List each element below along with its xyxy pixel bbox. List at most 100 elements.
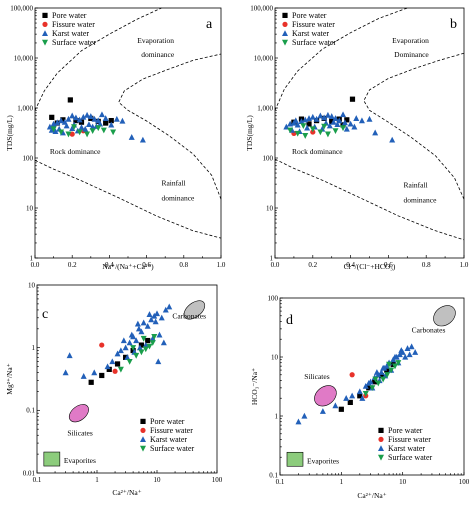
panel-letter-a: a bbox=[206, 17, 213, 32]
data-point bbox=[389, 136, 396, 143]
rainfall-label-line1: Rainfall bbox=[161, 179, 185, 188]
data-point bbox=[133, 337, 140, 344]
data-point bbox=[298, 118, 305, 124]
data-point bbox=[392, 353, 399, 360]
x-tick-label: 0.0 bbox=[31, 261, 40, 269]
data-point bbox=[369, 385, 376, 392]
data-point bbox=[404, 345, 411, 351]
data-point bbox=[117, 366, 124, 373]
data-point bbox=[152, 318, 159, 325]
data-point bbox=[375, 380, 382, 387]
data-point bbox=[69, 131, 75, 137]
rock-dominance-label: Rock dominance bbox=[292, 147, 343, 156]
y-tick-label: 10 bbox=[28, 281, 36, 289]
x-tick-label: 0.0 bbox=[271, 261, 280, 269]
y-tick-label: 1,000 bbox=[17, 104, 33, 112]
data-point bbox=[294, 130, 301, 137]
data-point bbox=[148, 316, 155, 323]
evaporation-label-line2: Dominance bbox=[394, 50, 429, 59]
data-point bbox=[63, 122, 70, 129]
data-point bbox=[372, 129, 379, 136]
data-point bbox=[294, 121, 301, 128]
data-point bbox=[347, 399, 353, 406]
data-point bbox=[338, 406, 344, 412]
data-point bbox=[378, 373, 384, 379]
data-point bbox=[340, 125, 347, 132]
rainfall-label-line2: dominance bbox=[404, 195, 438, 204]
data-point bbox=[98, 111, 105, 118]
data-point bbox=[82, 125, 89, 132]
x-tick-label: 1 bbox=[340, 478, 344, 486]
data-point bbox=[309, 126, 316, 133]
data-point bbox=[287, 127, 294, 134]
y-axis-label: HCO₃⁻/Na⁺ bbox=[250, 368, 259, 405]
rock-dominance-label: Rock dominance bbox=[50, 147, 101, 156]
legend-label: Fissure water bbox=[292, 20, 335, 29]
data-point bbox=[359, 395, 366, 401]
x-tick-label: 10 bbox=[399, 478, 407, 486]
x-tick-label: 100 bbox=[212, 476, 223, 484]
data-point bbox=[89, 123, 96, 130]
data-point bbox=[353, 115, 360, 121]
data-point bbox=[300, 123, 307, 130]
data-point bbox=[356, 388, 363, 395]
y-axis-label: TDS(mg/L) bbox=[245, 115, 254, 151]
legend-label: Karst water bbox=[52, 29, 89, 38]
y-tick-label: 10 bbox=[271, 353, 279, 361]
evaporites-region bbox=[43, 451, 61, 467]
y-axis-label: Mg²⁺/Na⁺ bbox=[5, 363, 14, 394]
x-tick-label: 1.0 bbox=[460, 261, 469, 269]
data-point bbox=[66, 352, 73, 359]
x-axis-label: Cl⁻/(Cl⁻+HCO₃) bbox=[344, 262, 396, 271]
data-point bbox=[380, 364, 387, 371]
data-point bbox=[340, 111, 347, 118]
data-point bbox=[58, 129, 65, 136]
data-point bbox=[306, 121, 312, 127]
x-tick-label: 0.6 bbox=[384, 261, 393, 269]
data-point bbox=[65, 115, 72, 122]
data-point bbox=[88, 379, 94, 385]
y-tick-label: 100,000 bbox=[250, 4, 273, 12]
x-tick-label: 1 bbox=[95, 476, 99, 484]
evaporation-label-line1: Evaporation bbox=[137, 36, 174, 45]
data-point bbox=[73, 117, 79, 124]
data-point bbox=[329, 118, 335, 124]
data-point bbox=[378, 369, 385, 375]
data-point bbox=[334, 121, 341, 127]
data-point bbox=[383, 362, 390, 369]
data-point bbox=[104, 363, 111, 370]
data-point bbox=[402, 353, 409, 360]
x-tick-label: 0.1 bbox=[276, 478, 285, 486]
x-tick-label: 0.2 bbox=[308, 261, 317, 269]
legend-marker bbox=[378, 454, 384, 461]
legend-marker bbox=[282, 30, 288, 36]
x-tick-label: 100 bbox=[459, 478, 470, 486]
silicates-label: Silicates bbox=[67, 428, 92, 437]
data-point bbox=[109, 358, 116, 365]
carbonates-label: Carbonates bbox=[172, 312, 206, 321]
data-point bbox=[158, 314, 165, 321]
panel-d: d 0.1 1 10 100 0.1 1 10 100 Ca²⁺/Na⁺ HCO₃⁻/Na⁺ Eva… bbox=[250, 294, 470, 500]
data-point bbox=[97, 120, 104, 127]
panel-b: b 0.0 0.2 0.4 0.6 0.8 1.0 1 10 100 1,000 10,000 100… bbox=[245, 4, 469, 271]
data-point bbox=[373, 369, 380, 375]
evaporation-label-line2: dominance bbox=[141, 50, 175, 59]
data-point bbox=[295, 418, 302, 425]
data-point bbox=[95, 125, 102, 132]
legend-label: Karst water bbox=[388, 444, 425, 453]
y-tick-label: 100 bbox=[23, 154, 34, 162]
data-point bbox=[156, 331, 163, 338]
y-tick-label: 10,000 bbox=[14, 54, 34, 62]
data-point bbox=[60, 117, 66, 123]
data-point bbox=[123, 354, 129, 360]
data-point bbox=[155, 358, 162, 365]
y-tick-label: 1 bbox=[32, 344, 36, 352]
legend-marker bbox=[282, 12, 288, 18]
legend-marker bbox=[42, 39, 48, 46]
data-point bbox=[392, 363, 399, 370]
data-point bbox=[142, 346, 149, 353]
data-point bbox=[343, 395, 350, 401]
panel-letter-d: d bbox=[286, 313, 293, 328]
data-point bbox=[166, 303, 173, 310]
y-tick-label: 10 bbox=[26, 204, 34, 212]
